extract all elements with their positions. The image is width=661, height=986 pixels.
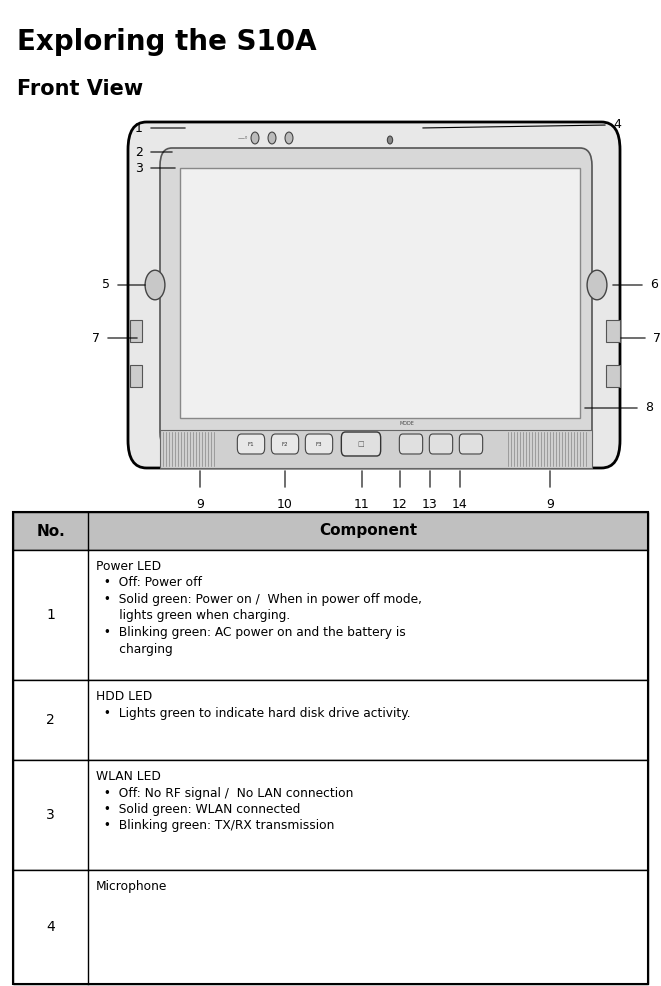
Text: lights green when charging.: lights green when charging. [96,609,290,622]
Text: 3: 3 [135,162,143,175]
Text: F1: F1 [248,442,254,447]
Text: 7: 7 [92,331,100,344]
Text: 6: 6 [650,278,658,292]
Bar [606,365,620,387]
Bar [13,760,648,870]
Text: □: □ [358,441,364,447]
Bar [606,320,620,342]
Text: F3: F3 [316,442,323,447]
Circle shape [251,132,259,144]
Text: 10: 10 [277,498,293,511]
Text: HDD LED: HDD LED [96,690,152,703]
FancyBboxPatch shape [341,432,381,456]
Text: •  Off: No RF signal /  No LAN connection: • Off: No RF signal / No LAN connection [96,787,354,800]
Text: •  Lights green to indicate hard disk drive activity.: • Lights green to indicate hard disk dri… [96,707,410,720]
Text: 13: 13 [422,498,438,511]
Text: Microphone: Microphone [96,880,167,893]
Text: 4: 4 [46,920,55,934]
Text: Exploring the S10A: Exploring the S10A [17,28,316,55]
Text: •  Off: Power off: • Off: Power off [96,577,202,590]
FancyBboxPatch shape [399,434,422,454]
Circle shape [145,270,165,300]
Text: MODE: MODE [400,421,415,426]
FancyBboxPatch shape [128,122,620,468]
Text: 2: 2 [135,146,143,159]
Text: 9: 9 [546,498,554,511]
Bar [130,365,142,387]
Circle shape [268,132,276,144]
Text: Component: Component [319,524,417,538]
Text: 14: 14 [452,498,468,511]
Text: F2: F2 [282,442,288,447]
Bar [13,512,648,984]
Circle shape [587,270,607,300]
FancyBboxPatch shape [459,434,483,454]
Text: 1: 1 [135,121,143,134]
Text: 2: 2 [46,713,55,727]
FancyBboxPatch shape [430,434,453,454]
Text: •  Solid green: Power on /  When in power off mode,: • Solid green: Power on / When in power … [96,593,422,606]
Text: 8: 8 [645,401,653,414]
Text: 12: 12 [392,498,408,511]
Text: 1: 1 [46,608,55,622]
Text: •  Solid green: WLAN connected: • Solid green: WLAN connected [96,803,300,816]
FancyBboxPatch shape [271,434,299,454]
Text: 3: 3 [46,808,55,822]
Text: 11: 11 [354,498,370,511]
Text: •  Blinking green: AC power on and the battery is: • Blinking green: AC power on and the ba… [96,626,406,639]
FancyBboxPatch shape [160,148,592,450]
Circle shape [387,136,393,144]
Text: —◦: —◦ [237,135,249,141]
Text: 7: 7 [653,331,661,344]
Bar [13,512,648,550]
Bar [180,168,580,418]
FancyBboxPatch shape [305,434,332,454]
Bar [13,550,648,680]
Bar [13,680,648,760]
Bar [160,430,592,468]
Text: Power LED: Power LED [96,560,161,573]
Text: 9: 9 [196,498,204,511]
Text: 5: 5 [102,278,110,292]
Text: •  Blinking green: TX/RX transmission: • Blinking green: TX/RX transmission [96,819,334,832]
Circle shape [285,132,293,144]
Bar [130,320,142,342]
Text: No.: No. [36,524,65,538]
Text: charging: charging [96,643,173,656]
Text: 4: 4 [613,118,621,131]
FancyBboxPatch shape [237,434,264,454]
Text: Front View: Front View [17,79,143,99]
Bar [13,870,648,984]
Text: WLAN LED: WLAN LED [96,770,161,783]
